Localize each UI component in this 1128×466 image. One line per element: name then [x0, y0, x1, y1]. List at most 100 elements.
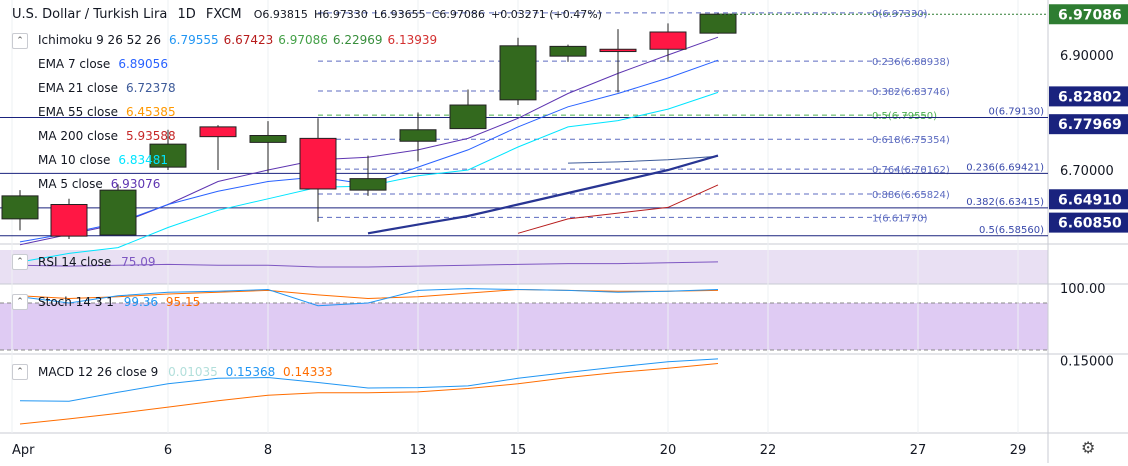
stoch-legend: Stoch 14 3 1 99.36 95.15 [38, 295, 200, 309]
exchange: FXCM [205, 7, 242, 22]
close-value: C6.97086 [431, 8, 485, 21]
symbol-name: U.S. Dollar / Turkish Lira [12, 7, 168, 22]
fib2-level-label: 0.5(6.58560) [979, 225, 1044, 236]
x-axis-tick-label: 20 [660, 443, 677, 458]
indicator-value: 6.45385 [125, 105, 176, 119]
indicator-legend-row[interactable]: MA 10 close 6.83481 [38, 153, 168, 167]
stoch-k-line [19, 288, 719, 307]
indicator-value: 5.93588 [126, 129, 176, 143]
fib-level-label: 0.382(6.83746) [872, 87, 950, 98]
price-tag-bg [1049, 189, 1128, 210]
candle-body [699, 13, 737, 34]
price-axis-label: 6.90000 [1060, 49, 1114, 64]
series-line [567, 155, 719, 164]
price-tag-bg [1049, 212, 1128, 233]
indicator-name: MA 5 close [38, 177, 103, 191]
price-tag-bg [1049, 114, 1128, 135]
low-value: L6.93655 [373, 8, 426, 21]
fib2-level-label: 0.236(6.69421) [966, 162, 1044, 173]
collapse-rsi-button[interactable]: ⌃ [12, 254, 28, 270]
fib-level-label: 0.236(6.88938) [872, 57, 950, 68]
candle-body [149, 143, 187, 168]
candle-body [299, 137, 337, 190]
macd-line-value: 0.15368 [225, 365, 276, 379]
candle-body [99, 189, 137, 236]
rsi-title: RSI 14 close [38, 255, 112, 269]
price-tag-label: 6.97086 [1058, 7, 1122, 23]
x-axis-tick-label: 22 [760, 443, 777, 458]
indicator-legend-row[interactable]: MA 200 close 5.93588 [38, 129, 176, 143]
fib-level-label: 0.5(6.79550) [872, 111, 937, 122]
indicator-value: 6.79555 [169, 33, 219, 47]
rsi-value: 75.09 [121, 255, 156, 269]
collapse-macd-button[interactable]: ⌃ [12, 364, 28, 380]
candle-body [649, 31, 687, 50]
indicator-value: 6.89056 [118, 57, 168, 71]
fib-level-label: 0.764(6.70162) [872, 165, 950, 176]
candle-body [549, 45, 587, 57]
candle-body [249, 135, 287, 143]
stoch-axis-label: 100.00 [1060, 282, 1106, 297]
indicator-legend-row[interactable]: Ichimoku 9 26 52 26 6.79555 6.67423 6.97086… [38, 33, 437, 47]
series-line [517, 184, 719, 234]
indicator-value: 6.93076 [110, 177, 161, 191]
price-tag-bg [1049, 86, 1128, 107]
x-axis-tick-label: 6 [164, 443, 172, 458]
collapse-stoch-button[interactable]: ⌃ [12, 294, 28, 310]
indicator-value: 6.22969 [332, 33, 383, 47]
price-axis-label: 6.70000 [1060, 164, 1114, 179]
macd-signal-value: 0.14333 [283, 365, 333, 379]
indicator-value: 6.97086 [278, 33, 328, 47]
indicator-legend-row[interactable]: EMA 21 close 6.72378 [38, 81, 176, 95]
price-tag-label: 6.77969 [1058, 117, 1122, 133]
stoch-band [0, 303, 1048, 350]
indicator-legend-row[interactable]: MA 5 close 6.93076 [38, 177, 160, 191]
indicator-legend-row[interactable]: EMA 55 close 6.45385 [38, 105, 176, 119]
chart-header: U.S. Dollar / Turkish Lira 1D FXCM O6.93… [12, 7, 604, 22]
stoch-d-value: 95.15 [165, 295, 201, 309]
open-value: O6.93815 [253, 8, 308, 21]
macd-axis-label: 0.15000 [1060, 355, 1114, 370]
rsi-band [0, 250, 1048, 284]
x-axis-tick-label: 13 [410, 443, 427, 458]
stoch-k-value: 99.36 [123, 295, 159, 309]
macd-line [19, 358, 719, 402]
candle-body [50, 204, 88, 237]
fib-level-label: 0.618(6.75354) [872, 135, 950, 146]
collapse-indicators-button[interactable]: ⌃ [12, 33, 28, 49]
price-tag-label: 6.60850 [1058, 216, 1122, 232]
fib-level-label: 1(6.61770) [872, 213, 928, 224]
indicator-name: MA 200 close [38, 129, 119, 143]
candle-body [399, 129, 437, 142]
fib-level-label: 0.886(6.65824) [872, 190, 950, 201]
interval: 1D [177, 7, 196, 22]
fib-level-label: 0(6.97330) [872, 9, 928, 20]
series-line [367, 154, 719, 235]
indicator-value: 6.83481 [118, 153, 168, 167]
candle-body [449, 104, 487, 130]
high-value: H6.97330 [314, 8, 368, 21]
x-axis-tick-label: 8 [264, 443, 272, 458]
fib2-level-label: 0.382(6.63415) [966, 197, 1044, 208]
x-axis-tick-label: Apr [12, 443, 35, 458]
price-tag-bg [1049, 4, 1128, 25]
indicator-value: 6.72378 [125, 81, 176, 95]
indicator-name: EMA 21 close [38, 81, 118, 95]
indicator-value: 6.13939 [387, 33, 438, 47]
macd-title: MACD 12 26 close 9 [38, 365, 159, 379]
x-axis-tick-label: 29 [1010, 443, 1027, 458]
stoch-title: Stoch 14 3 1 [38, 295, 114, 309]
macd-signal-line [19, 363, 719, 425]
candle-body [199, 126, 237, 138]
macd-hist-value: 0.01035 [168, 365, 218, 379]
price-tag-label: 6.82802 [1058, 89, 1122, 105]
settings-gear-icon[interactable]: ⚙ [1081, 438, 1096, 457]
indicator-name: MA 10 close [38, 153, 111, 167]
indicator-legend-row[interactable]: EMA 7 close 6.89056 [38, 57, 168, 71]
x-axis-tick-label: 15 [510, 443, 527, 458]
indicator-name: EMA 55 close [38, 105, 118, 119]
indicator-name: Ichimoku 9 26 52 26 [38, 33, 161, 47]
change-value: +0.03271 (+0.47%) [491, 8, 602, 21]
